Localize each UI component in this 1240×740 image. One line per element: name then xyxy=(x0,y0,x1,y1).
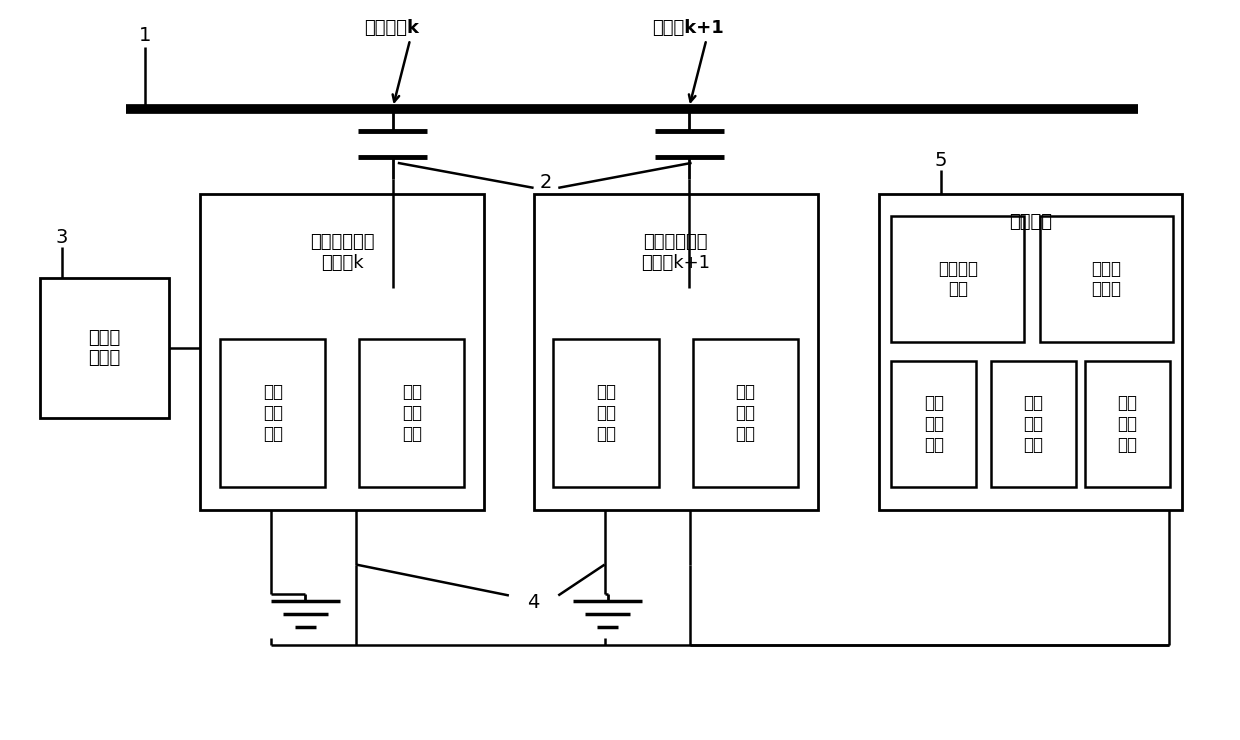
Bar xyxy=(892,216,1024,342)
Text: 监测位置k: 监测位置k xyxy=(365,19,419,38)
Text: 信号
采集
模块: 信号 采集 模块 xyxy=(263,383,283,443)
Text: 2: 2 xyxy=(539,173,552,192)
Bar xyxy=(533,194,817,510)
Text: 4: 4 xyxy=(527,593,539,612)
Text: 人机交
互模块: 人机交 互模块 xyxy=(1091,260,1121,298)
Bar xyxy=(1039,216,1173,342)
Bar xyxy=(360,339,464,488)
Text: 3: 3 xyxy=(56,229,68,247)
Text: 第一
通讯
模块: 第一 通讯 模块 xyxy=(402,383,422,443)
Text: 局部放电监测
传感器k+1: 局部放电监测 传感器k+1 xyxy=(641,233,711,272)
Bar xyxy=(201,194,484,510)
Text: 第二通讯
模块: 第二通讯 模块 xyxy=(937,260,978,298)
Bar xyxy=(879,194,1182,510)
Text: 局部放电监测
传感器k: 局部放电监测 传感器k xyxy=(310,233,374,272)
Text: 故障
检测
模块: 故障 检测 模块 xyxy=(1023,394,1044,454)
Bar xyxy=(1085,361,1169,488)
Bar xyxy=(553,339,658,488)
Text: 数据
分析
模块: 数据 分析 模块 xyxy=(1117,394,1137,454)
Text: 数据
分析
模块: 数据 分析 模块 xyxy=(924,394,944,454)
Text: 控制中心: 控制中心 xyxy=(1009,212,1052,231)
Bar xyxy=(221,339,325,488)
Text: 5: 5 xyxy=(935,151,947,170)
Bar xyxy=(991,361,1076,488)
Text: 信号
采集
模块: 信号 采集 模块 xyxy=(596,383,616,443)
Text: 信号发
生装置: 信号发 生装置 xyxy=(88,329,120,367)
Text: 1: 1 xyxy=(139,27,151,45)
Bar xyxy=(40,278,170,418)
Text: 监测位k+1: 监测位k+1 xyxy=(652,19,724,38)
Bar xyxy=(892,361,976,488)
Text: 第一
通讯
模块: 第一 通讯 模块 xyxy=(735,383,755,443)
Bar xyxy=(693,339,797,488)
